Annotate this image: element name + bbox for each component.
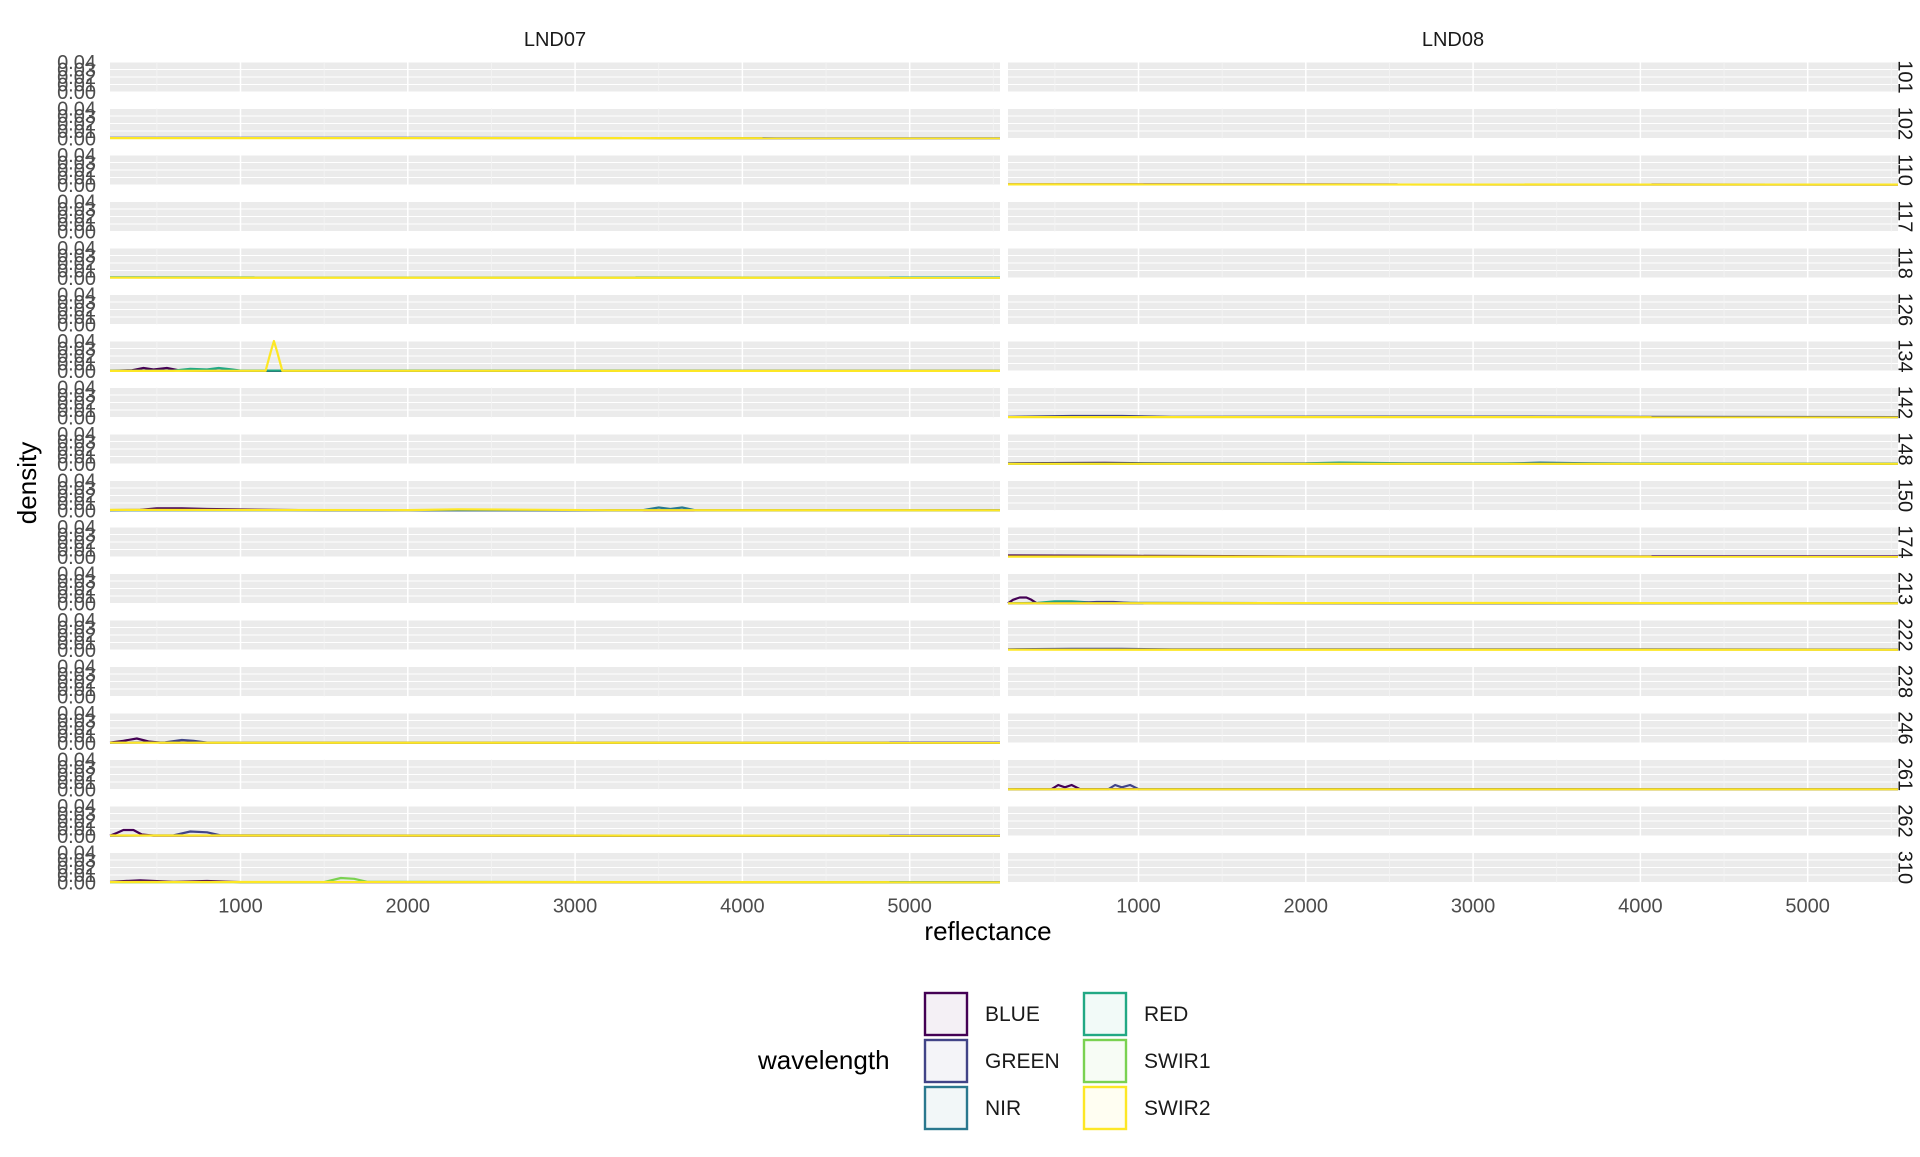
x-tick-label: 3000 bbox=[1451, 896, 1496, 918]
y-tick-label: 0.04 bbox=[57, 424, 96, 446]
column-strip-label: LND07 bbox=[524, 29, 586, 51]
legend-label-red: RED bbox=[1144, 1003, 1188, 1026]
row-strip-label: 262 bbox=[1894, 804, 1916, 837]
row-strip-label: 126 bbox=[1894, 293, 1916, 326]
y-tick-label: 0.04 bbox=[57, 703, 96, 725]
row-strip-label: 101 bbox=[1894, 60, 1916, 93]
legend-label-green: GREEN bbox=[985, 1050, 1060, 1073]
y-axis-title: density bbox=[12, 442, 42, 524]
row-strip-label: 110 bbox=[1894, 154, 1916, 186]
legend-label-nir: NIR bbox=[985, 1097, 1021, 1120]
column-strip-label: LND08 bbox=[1422, 29, 1484, 51]
legend-label-blue: BLUE bbox=[985, 1003, 1040, 1026]
y-tick-label: 0.04 bbox=[57, 657, 96, 679]
y-tick-label: 0.04 bbox=[57, 378, 96, 400]
density-line-swir2 bbox=[110, 509, 1000, 510]
row-strip-label: 102 bbox=[1894, 107, 1916, 140]
x-axis-title: reflectance bbox=[924, 916, 1051, 946]
row-strip-label: 148 bbox=[1894, 432, 1916, 465]
legend-key-green bbox=[925, 1040, 967, 1082]
row-strip-label: 174 bbox=[1894, 525, 1916, 558]
y-tick-label: 0.04 bbox=[57, 238, 96, 260]
x-tick-label: 1000 bbox=[218, 896, 263, 918]
legend-key-nir bbox=[925, 1087, 967, 1129]
row-strip-label: 150 bbox=[1894, 479, 1916, 512]
legend: wavelength BLUE GREEN NIR RED SWIR1 SWIR2 bbox=[757, 993, 1211, 1129]
row-strip-label: 213 bbox=[1894, 572, 1916, 605]
legend-label-swir1: SWIR1 bbox=[1144, 1050, 1211, 1073]
row-strip-label: 117 bbox=[1894, 201, 1916, 233]
legend-label-swir2: SWIR2 bbox=[1144, 1097, 1211, 1120]
x-tick-label: 1000 bbox=[1116, 896, 1161, 918]
y-tick-label: 0.04 bbox=[57, 564, 96, 586]
legend-key-swir1 bbox=[1084, 1040, 1126, 1082]
row-strip-label: 246 bbox=[1894, 711, 1916, 744]
row-strip-label: 310 bbox=[1894, 851, 1916, 884]
x-tick-label: 2000 bbox=[1284, 896, 1329, 918]
y-tick-label: 0.04 bbox=[57, 285, 96, 307]
x-tick-label: 4000 bbox=[1618, 896, 1663, 918]
y-tick-label: 0.04 bbox=[57, 471, 96, 493]
legend-key-blue bbox=[925, 993, 967, 1035]
legend-title: wavelength bbox=[757, 1045, 890, 1075]
x-tick-label: 4000 bbox=[720, 896, 765, 918]
row-strip-label: 261 bbox=[1894, 758, 1916, 791]
row-strip-label: 222 bbox=[1894, 618, 1916, 651]
x-tick-label: 5000 bbox=[1785, 896, 1830, 918]
legend-key-swir2 bbox=[1084, 1087, 1126, 1129]
y-tick-label: 0.04 bbox=[57, 610, 96, 632]
y-tick-label: 0.04 bbox=[57, 145, 96, 167]
row-strip-label: 228 bbox=[1894, 665, 1916, 698]
legend-key-red bbox=[1084, 993, 1126, 1035]
y-tick-label: 0.04 bbox=[57, 750, 96, 772]
y-tick-label: 0.04 bbox=[57, 99, 96, 121]
y-tick-label: 0.04 bbox=[57, 796, 96, 818]
y-tick-label: 0.04 bbox=[57, 843, 96, 865]
y-tick-label: 0.04 bbox=[57, 331, 96, 353]
x-tick-label: 2000 bbox=[386, 896, 431, 918]
row-strip-label: 134 bbox=[1894, 339, 1916, 372]
x-tick-label: 3000 bbox=[553, 896, 598, 918]
x-tick-label: 5000 bbox=[887, 896, 932, 918]
y-tick-label: 0.04 bbox=[57, 192, 96, 214]
y-tick-label: 0.04 bbox=[57, 517, 96, 539]
row-strip-label: 142 bbox=[1894, 386, 1916, 419]
row-strip-label: 118 bbox=[1894, 247, 1916, 279]
y-tick-label: 0.04 bbox=[57, 52, 96, 74]
